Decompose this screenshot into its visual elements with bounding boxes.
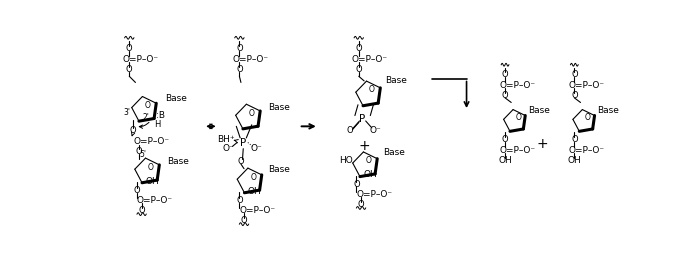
Text: O=P–O⁻: O=P–O⁻ xyxy=(356,190,393,199)
Text: O=P–O⁻: O=P–O⁻ xyxy=(239,206,276,215)
Text: O: O xyxy=(241,216,247,225)
Text: O: O xyxy=(515,113,521,122)
Text: O: O xyxy=(584,113,590,122)
Text: O: O xyxy=(502,135,508,144)
Text: O: O xyxy=(236,44,243,53)
Text: O: O xyxy=(356,44,362,53)
Text: :B: :B xyxy=(155,111,164,120)
Text: OH: OH xyxy=(568,156,581,165)
Text: O: O xyxy=(236,65,243,74)
Text: O: O xyxy=(571,70,577,79)
Text: BH⁺: BH⁺ xyxy=(218,135,235,144)
Text: O: O xyxy=(571,135,577,144)
Text: O=P–O⁻: O=P–O⁻ xyxy=(352,55,388,64)
Text: O: O xyxy=(126,44,132,53)
Text: O: O xyxy=(134,186,140,195)
Text: 2': 2' xyxy=(143,113,150,122)
Text: O: O xyxy=(502,70,508,79)
Text: O=P–O⁻: O=P–O⁻ xyxy=(232,55,269,64)
Text: O: O xyxy=(139,206,145,215)
Text: O=P–O⁻: O=P–O⁻ xyxy=(122,55,158,64)
Text: Base: Base xyxy=(268,103,290,112)
Text: O: O xyxy=(148,163,154,172)
Text: O: O xyxy=(130,126,136,135)
Text: OH: OH xyxy=(248,187,262,195)
Text: O=P–O⁻: O=P–O⁻ xyxy=(134,137,170,146)
Text: O: O xyxy=(236,196,243,205)
Text: Base: Base xyxy=(384,148,405,157)
Text: 3': 3' xyxy=(123,108,130,117)
Text: P: P xyxy=(240,137,246,147)
Text: O: O xyxy=(353,180,360,188)
Text: O⁻: O⁻ xyxy=(251,144,262,153)
Text: O: O xyxy=(145,101,150,110)
Text: O=P–O⁻: O=P–O⁻ xyxy=(137,196,173,205)
Text: OH: OH xyxy=(146,177,160,185)
Text: OH: OH xyxy=(498,156,512,165)
Text: O: O xyxy=(248,109,255,118)
Text: O=P–O⁻: O=P–O⁻ xyxy=(569,81,605,90)
Text: O: O xyxy=(366,157,372,166)
Text: O=P–O⁻: O=P–O⁻ xyxy=(500,146,536,155)
Text: O⁻: O⁻ xyxy=(370,126,382,135)
Text: Base: Base xyxy=(528,106,550,115)
Text: O: O xyxy=(135,147,142,156)
Text: O: O xyxy=(356,65,362,74)
Text: HO: HO xyxy=(339,156,353,165)
Text: O: O xyxy=(251,173,256,182)
Text: O: O xyxy=(126,65,132,74)
Text: +: + xyxy=(358,139,370,153)
Text: Base: Base xyxy=(268,165,290,174)
Text: O=P–O⁻: O=P–O⁻ xyxy=(500,81,536,90)
Text: O: O xyxy=(502,91,508,100)
Text: O: O xyxy=(358,200,365,209)
Text: O=P–O⁻: O=P–O⁻ xyxy=(569,146,605,155)
Text: O: O xyxy=(347,126,354,135)
Text: Base: Base xyxy=(597,106,620,115)
Text: +: + xyxy=(537,137,549,151)
Text: O: O xyxy=(237,157,244,166)
Text: P: P xyxy=(360,114,365,124)
Text: 5': 5' xyxy=(139,150,146,158)
Text: Base: Base xyxy=(165,94,188,103)
Text: O: O xyxy=(369,85,375,94)
Text: Base: Base xyxy=(167,157,189,166)
Text: O: O xyxy=(571,91,577,100)
Text: H: H xyxy=(154,120,160,129)
Text: OH: OH xyxy=(363,170,377,179)
Text: Base: Base xyxy=(385,76,407,85)
Text: O⁻: O⁻ xyxy=(223,144,234,153)
